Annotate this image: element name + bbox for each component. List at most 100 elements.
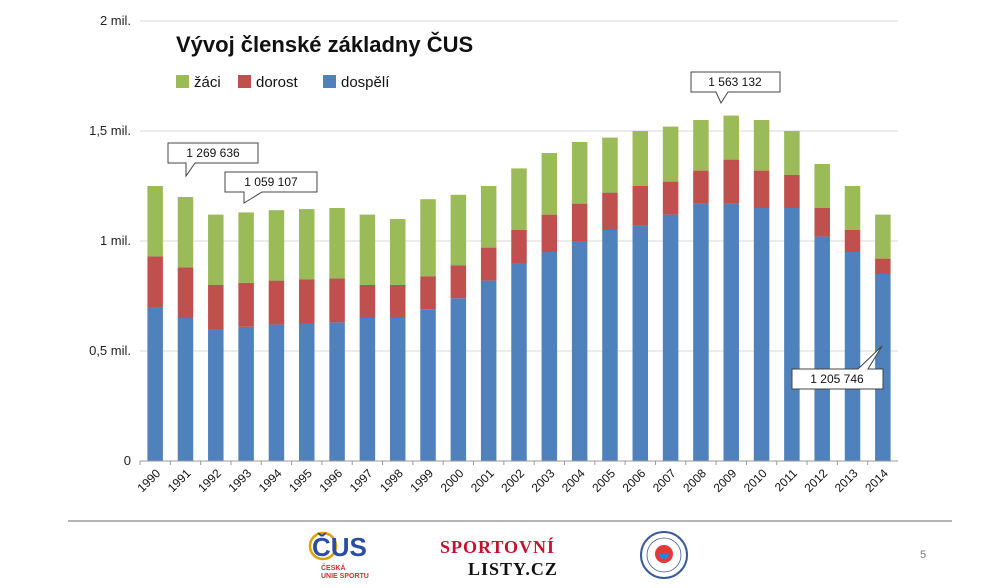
bar-2011-žáci: [784, 131, 800, 175]
bar-1991-žáci: [177, 197, 194, 268]
x-tick-label-2004: 2004: [559, 466, 588, 495]
bar-2011-dospělí: [784, 208, 800, 461]
x-tick-label-2005: 2005: [589, 466, 618, 495]
bar-1990-dospělí: [147, 307, 163, 461]
bar-2006-dospělí: [632, 225, 649, 461]
bar-1999-žáci: [420, 199, 436, 277]
callout-text-1992: 1 059 107: [244, 175, 298, 189]
bar-2003-žáci: [541, 153, 558, 215]
bar-2000-dospělí: [450, 298, 467, 461]
bar-2010-dorost: [753, 170, 770, 208]
bar-2010-dospělí: [753, 208, 770, 461]
cus-logo-graphic: ČUS ČESKÁ UNIE SPORTU: [308, 531, 369, 580]
bar-1992-dospělí: [208, 329, 224, 461]
bar-1999-dorost: [420, 276, 436, 310]
bar-2008-dorost: [693, 170, 709, 204]
bar-1994-dorost: [268, 280, 285, 325]
x-tick-label-2000: 2000: [438, 466, 467, 495]
bar-2001-dospělí: [480, 280, 497, 461]
bar-2013-dospělí: [844, 252, 861, 461]
bar-2000-žáci: [450, 194, 467, 266]
x-tick-label-2006: 2006: [620, 466, 649, 495]
cus-logo-text: ČUS: [312, 532, 367, 562]
bar-2001-dorost: [480, 247, 497, 281]
bar-1993-žáci: [238, 212, 254, 283]
x-tick-label-1994: 1994: [256, 466, 285, 495]
callout-text-2014: 1 205 746: [810, 372, 864, 386]
bar-2010-žáci: [753, 120, 770, 171]
chart-title: Vývoj členské základny ČUS: [176, 32, 473, 57]
callout-2014: 1 205 746: [791, 345, 884, 390]
y-tick-label: 0: [124, 453, 131, 468]
bar-2012-žáci: [814, 164, 830, 208]
bar-2009-dorost: [723, 159, 739, 204]
sportovni-listy-logo-graphic: SPORTOVNÍ LISTY.CZ: [440, 536, 558, 579]
bar-2009-žáci: [723, 115, 739, 160]
bar-2004-žáci: [571, 142, 588, 204]
x-tick-label-2007: 2007: [650, 466, 679, 495]
sportovni-listy-line2: LISTY.CZ: [468, 559, 558, 579]
bar-2008-dospělí: [693, 203, 709, 461]
y-axis-ticks: 0 0,5 mil. 1 mil. 1,5 mil. 2 mil.: [89, 13, 131, 468]
legend-label-dospeli: dospělí: [341, 74, 390, 91]
cus-logo-sub1: ČESKÁ: [321, 563, 346, 572]
bar-1993-dorost: [238, 282, 254, 327]
bar-2008-žáci: [693, 120, 709, 171]
sportovni-listy-logo: SPORTOVNÍ LISTY.CZ: [438, 536, 588, 580]
bar-2012-dorost: [814, 208, 830, 237]
bar-2002-žáci: [511, 168, 527, 230]
x-tick-label-1996: 1996: [316, 466, 345, 495]
sports-union-seal-icon: [639, 530, 689, 580]
bar-2009-dospělí: [723, 203, 739, 461]
legend-swatch-dorost: [238, 75, 251, 88]
bar-2002-dospělí: [511, 263, 527, 461]
x-tick-label-2012: 2012: [802, 466, 831, 495]
legend-swatch-dospeli: [323, 75, 336, 88]
bar-2005-dospělí: [602, 230, 618, 461]
bar-1995-dospělí: [299, 323, 315, 461]
bar-2004-dorost: [571, 203, 588, 241]
y-tick-label: 2 mil.: [100, 13, 131, 28]
x-tick-label-2009: 2009: [711, 466, 740, 495]
bar-1996-žáci: [329, 208, 345, 279]
bar-2003-dospělí: [541, 252, 558, 461]
bar-1998-dorost: [389, 285, 406, 318]
bar-1995-dorost: [299, 279, 315, 324]
cus-logo: ČUS ČESKÁ UNIE SPORTU: [303, 528, 379, 580]
bar-2000-dorost: [450, 265, 467, 299]
callout-1990: 1 269 636: [167, 142, 259, 178]
bar-2007-dorost: [662, 181, 679, 215]
bar-2005-žáci: [602, 137, 618, 193]
bar-2006-žáci: [632, 131, 649, 186]
bar-2014-dospělí: [875, 274, 891, 461]
bar-1990-dorost: [147, 256, 163, 307]
x-tick-label-1998: 1998: [377, 466, 406, 495]
bar-2007-žáci: [662, 126, 679, 182]
page-number: 5: [920, 549, 927, 561]
sportovni-listy-line1: SPORTOVNÍ: [440, 536, 555, 557]
x-tick-label-2013: 2013: [832, 466, 861, 495]
bar-1996-dorost: [329, 278, 345, 323]
x-tick-label-2011: 2011: [772, 466, 800, 494]
y-tick-label: 1 mil.: [100, 233, 131, 248]
x-tick-label-2002: 2002: [498, 466, 527, 495]
legend-label-zaci: žáci: [194, 74, 221, 91]
legend-swatch-zaci: [176, 75, 189, 88]
footer-divider: [68, 520, 952, 522]
bar-2012-dospělí: [814, 236, 830, 461]
bar-1999-dospělí: [420, 309, 436, 461]
legend: žáci dorost dospělí: [176, 74, 390, 91]
x-tick-label-1997: 1997: [347, 466, 376, 495]
bar-1998-dospělí: [389, 318, 406, 461]
bar-1994-dospělí: [268, 324, 285, 461]
bar-2014-dorost: [875, 258, 891, 274]
bar-1994-žáci: [268, 210, 285, 281]
x-tick-label-2014: 2014: [862, 466, 891, 495]
bar-1997-dorost: [359, 285, 376, 318]
bar-1991-dorost: [177, 267, 194, 318]
bar-2011-dorost: [784, 175, 800, 208]
x-tick-label-1992: 1992: [195, 466, 224, 495]
bar-1996-dospělí: [329, 322, 345, 461]
bar-1993-dospělí: [238, 326, 254, 461]
bar-1997-žáci: [359, 214, 376, 285]
